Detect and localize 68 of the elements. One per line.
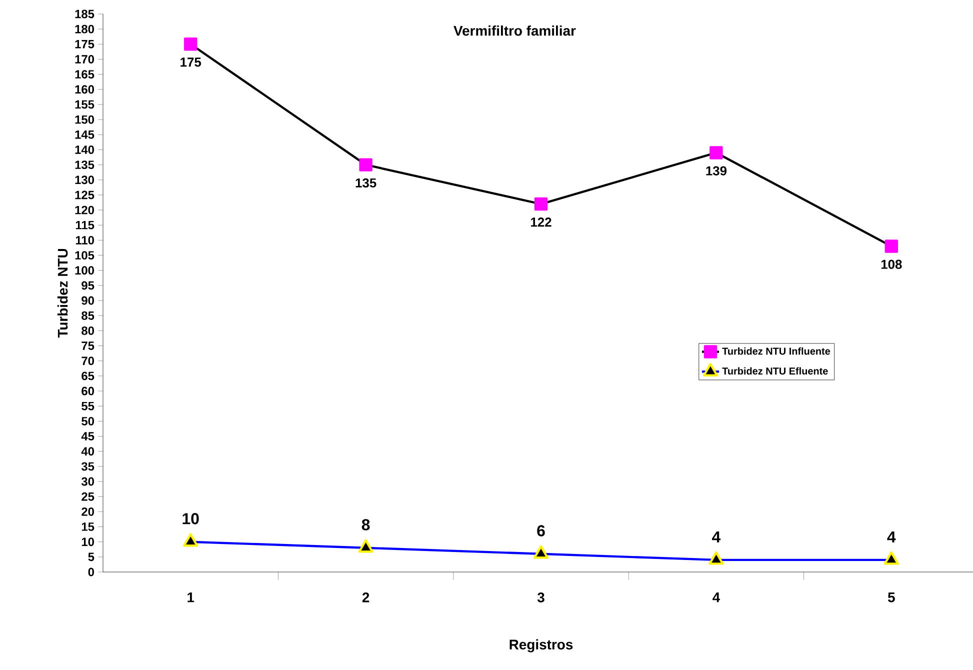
y-tick-label: 10 (82, 538, 94, 546)
y-tick-label: 90 (82, 296, 94, 305)
data-label: 175 (180, 58, 202, 67)
data-label: 4 (712, 531, 721, 542)
x-tick-label: 4 (712, 592, 720, 602)
y-tick-label: 15 (82, 522, 94, 531)
y-tick-label: 125 (75, 190, 94, 200)
point (534, 197, 548, 211)
point (533, 545, 549, 559)
y-tick-label: 145 (75, 130, 94, 139)
legend-label: Turbidez NTU Influente (722, 347, 830, 355)
y-tick-label: 160 (75, 85, 94, 94)
point (184, 38, 198, 51)
data-label: 122 (531, 218, 552, 227)
y-tick-label: 5 (88, 552, 94, 562)
y-tick-label: 30 (81, 477, 94, 486)
y-tick-label: 180 (75, 24, 94, 34)
point (884, 551, 899, 565)
y-tick-label: 25 (82, 492, 94, 501)
y-tick-label: 175 (75, 40, 94, 48)
data-label: 6 (537, 525, 545, 536)
y-axis-title: Turbidez NTU (57, 249, 68, 338)
y-tick-label: 40 (81, 447, 94, 456)
y-tick-label: 130 (75, 176, 94, 184)
x-axis-title: Registros (510, 639, 573, 652)
y-tick-label: 65 (82, 372, 94, 380)
point (710, 146, 723, 160)
point (358, 539, 374, 553)
data-label: 10 (182, 513, 199, 524)
y-tick-label: 105 (75, 251, 94, 260)
y-tick-label: 120 (75, 206, 94, 214)
x-tick-label: 5 (888, 592, 895, 602)
y-tick-label: 165 (75, 70, 94, 79)
point (708, 551, 724, 565)
y-tick-label: 45 (81, 432, 94, 440)
data-label: 139 (706, 166, 727, 176)
y-tick-label: 60 (82, 386, 94, 396)
x-tick-label: 2 (362, 592, 370, 602)
y-tick-label: 140 (75, 145, 94, 154)
y-tick-label: 155 (75, 100, 94, 109)
data-label: 8 (362, 519, 370, 530)
legend-label: Turbidez NTU Efluente (722, 367, 828, 375)
y-tick-label: 55 (82, 402, 94, 410)
y-tick-label: 170 (75, 55, 94, 64)
y-tick-label: 150 (75, 115, 94, 124)
point (183, 533, 198, 547)
x-tick-label: 1 (188, 592, 194, 602)
data-label: 135 (356, 178, 376, 188)
y-tick-label: 85 (82, 311, 94, 320)
y-tick-label: 80 (82, 326, 94, 335)
y-tick-label: 20 (82, 507, 94, 516)
x-tick-label: 3 (537, 592, 544, 602)
point (359, 158, 372, 172)
text: Vermifiltro familiar (454, 25, 576, 36)
y-tick-label: 135 (75, 160, 94, 170)
y-tick-label: 185 (75, 10, 94, 18)
y-tick-label: 70 (82, 356, 94, 366)
point (884, 240, 898, 253)
y-tick-label: 35 (81, 462, 94, 471)
y-tick-label: 50 (82, 416, 94, 426)
y-tick-label: 75 (82, 342, 94, 350)
y-tick-label: 100 (75, 266, 94, 275)
y-tick-label: 115 (76, 220, 94, 230)
data-label: 108 (881, 260, 902, 269)
y-tick-label: 0 (88, 568, 94, 576)
y-tick-label: 95 (82, 281, 94, 290)
data-label: 4 (887, 531, 896, 542)
y-tick-label: 110 (76, 236, 94, 244)
